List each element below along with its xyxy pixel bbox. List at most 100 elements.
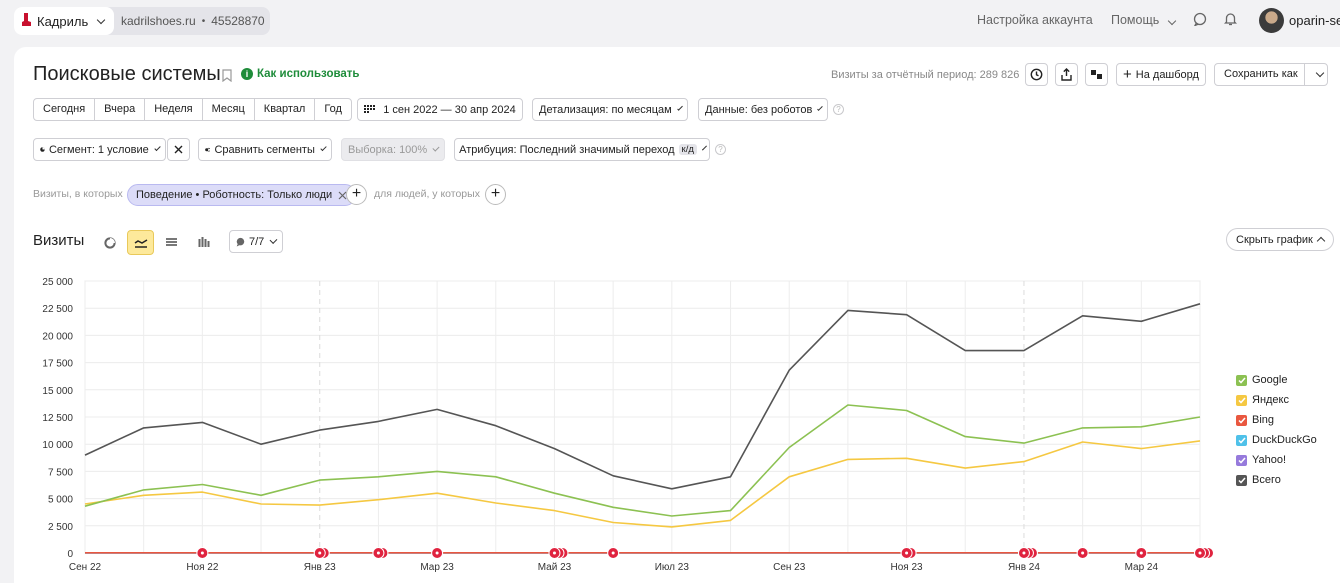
line-chart-icon [134,238,147,248]
filter-visits-label: Визиты, в которых [33,188,123,200]
compare-segments-button[interactable]: Сравнить сегменты [198,138,332,161]
period-year[interactable]: Год [324,103,342,115]
history-button[interactable] [1025,63,1048,86]
legend-item[interactable]: Bing [1236,410,1317,430]
annotation-center [318,551,322,555]
bell-icon[interactable] [1223,12,1238,29]
legend-item[interactable]: DuckDuckGo [1236,430,1317,450]
annotation-center [435,551,439,555]
attribution-label: Атрибуция: Последний значимый переход [459,143,675,156]
legend-item[interactable]: Всего [1236,470,1317,490]
bookmark-icon[interactable] [222,69,232,85]
period-week[interactable]: Неделя [145,99,203,120]
segment-button[interactable]: Сегмент: 1 условие [33,138,166,161]
annotation-center [1081,551,1085,555]
annotation-center [1022,551,1026,555]
segment-label: Сегмент: 1 условие [48,143,149,156]
checkbox-checked-icon[interactable] [1236,454,1247,466]
counter-id: 45528870 [211,14,265,28]
date-range-button[interactable]: 1 сен 2022 — 30 апр 2024 [357,98,523,121]
counter-selector[interactable]: Кадриль kadrilshoes.ru • 45528870 [14,7,270,35]
y-tick-label: 5 000 [48,495,73,506]
api-icon [1091,70,1102,79]
export-button[interactable] [1055,63,1078,86]
annotation-marker [313,547,326,559]
legend-item[interactable]: Google [1236,370,1317,390]
username[interactable]: oparin-seo [1289,13,1340,28]
howto-link[interactable]: i Как использовать [241,68,360,80]
annotation-marker [607,547,620,559]
period-month[interactable]: Месяц [203,99,255,120]
checkbox-checked-icon[interactable] [1236,414,1247,426]
chat-icon[interactable] [1193,12,1207,29]
legend-item[interactable]: Yahoo! [1236,450,1317,470]
legend-label: DuckDuckGo [1252,434,1317,446]
series-selector[interactable]: 7/7 [229,230,283,253]
api-button[interactable] [1085,63,1108,86]
add-dashboard-label: На дашборд [1135,68,1199,81]
bar-view-button[interactable] [190,230,217,255]
legend-item[interactable]: Яндекс [1236,390,1317,410]
chart-legend: Google Яндекс Bing DuckDuckGo Yahoo! Всего [1236,370,1317,490]
y-tick-label: 17 500 [42,359,73,370]
series-line-total [84,303,1201,490]
pie-view-button[interactable] [96,230,123,255]
annotation-marker [900,547,913,559]
x-tick-label: Ноя 23 [891,562,924,573]
annotation-center [905,551,909,555]
add-filter-button[interactable]: + [346,184,367,205]
area-view-button[interactable] [158,230,185,255]
annotation-marker [1017,547,1030,559]
data-select[interactable]: Данные: без роботов [698,98,828,121]
account-settings-link[interactable]: Настройка аккаунта [977,13,1093,27]
checkbox-checked-icon[interactable] [1236,474,1247,486]
period-yesterday[interactable]: Вчера [95,99,146,120]
detail-select[interactable]: Детализация: по месяцам [532,98,688,121]
line-view-button[interactable] [127,230,154,255]
checkbox-checked-icon[interactable] [1236,394,1247,406]
period-quarter[interactable]: Квартал [255,99,316,120]
pie-icon [40,147,45,152]
add-people-filter-button[interactable]: + [485,184,506,205]
period-today[interactable]: Сегодня [34,99,96,120]
y-tick-label: 22 500 [42,304,73,315]
help-icon[interactable]: ? [715,144,726,155]
clock-icon [1030,68,1043,81]
hide-chart-label: Скрыть график [1236,233,1313,246]
help-icon[interactable]: ? [833,104,844,115]
segment-clear-button[interactable] [167,138,190,161]
attribution-select[interactable]: Атрибуция: Последний значимый переход к/… [454,138,710,161]
avatar[interactable] [1259,8,1284,33]
counter-switch[interactable]: Кадриль [14,7,114,35]
legend-label: Яндекс [1252,394,1289,406]
compare-icon [205,147,211,152]
checkbox-checked-icon[interactable] [1236,374,1247,386]
x-tick-label: Мар 24 [1125,562,1159,573]
y-tick-label: 0 [67,549,73,560]
save-as-label: Сохранить как [1215,64,1305,85]
sample-select: Выборка: 100% [341,138,445,161]
bar-chart-icon [198,237,209,247]
x-tick-label: Сен 22 [69,562,102,573]
legend-label: Yahoo! [1252,454,1287,466]
add-dashboard-button[interactable]: + На дашборд [1116,63,1206,86]
attribution-badge: к/д [678,144,697,155]
annotation-marker [431,547,444,559]
close-icon [174,145,183,154]
series-line-yandex [84,440,1201,528]
legend-label: Всего [1252,474,1281,486]
x-tick-label: Май 23 [538,562,572,573]
visits-total: Визиты за отчётный период: 289 826 [831,69,1020,81]
save-as-button[interactable]: Сохранить как [1214,63,1328,86]
hide-chart-button[interactable]: Скрыть график [1226,228,1334,251]
x-tick-label: Сен 23 [773,562,806,573]
chart-series [84,303,1201,554]
y-tick-label: 7 500 [48,467,73,478]
close-icon[interactable] [338,191,347,200]
annotation-center [200,551,204,555]
checkbox-checked-icon[interactable] [1236,434,1247,446]
series-line-google [84,404,1201,517]
filter-chip[interactable]: Поведение • Роботность: Только люди [127,184,357,206]
help-menu[interactable]: Помощь [1111,13,1177,27]
